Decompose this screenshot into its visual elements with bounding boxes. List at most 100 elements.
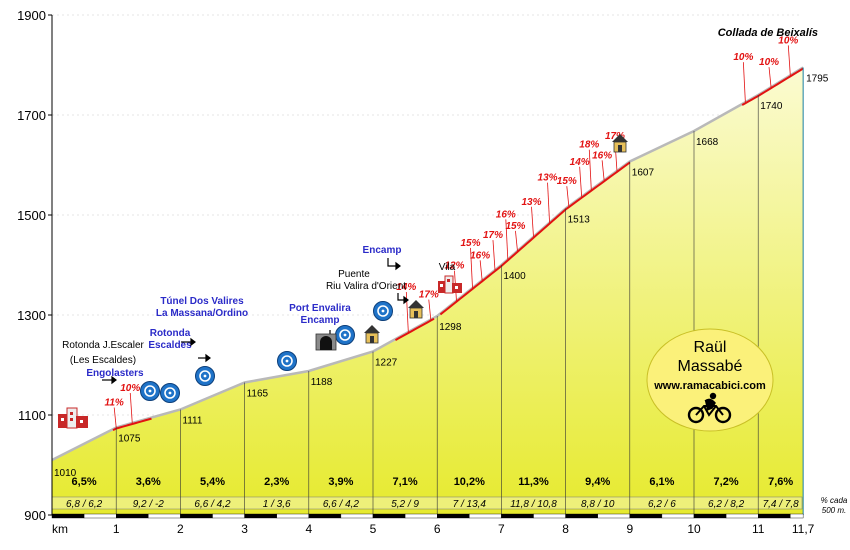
x-axis-segment — [404, 513, 438, 519]
percent-leader — [479, 260, 483, 281]
elevation-label: 1740 — [760, 101, 783, 112]
peak-percent: 14% — [570, 157, 590, 168]
annotation-port-envalira: Port Envalira Encamp — [289, 303, 351, 326]
percent-leader — [768, 67, 772, 88]
peak-percent: 15% — [461, 238, 481, 249]
elevation-label: 1188 — [311, 377, 333, 388]
cyclist-icon — [687, 392, 732, 424]
x-axis-segment — [115, 513, 149, 519]
segment-detail: 1 / 3,6 — [263, 499, 291, 510]
elevation-label: 1165 — [247, 389, 269, 400]
elevation-label: 1010 — [54, 468, 77, 479]
peak-percent: 16% — [592, 150, 612, 161]
roundabout-icon — [277, 351, 297, 371]
x-axis-segment — [180, 513, 213, 519]
detail-band-bg — [51, 496, 803, 510]
percent-leader — [405, 291, 409, 332]
segment-detail: 6,6 / 4,2 — [194, 499, 231, 510]
x-axis-segment — [83, 513, 117, 519]
peak-percent: 11% — [105, 398, 124, 409]
annotation-text: Port Envalira — [289, 303, 351, 314]
x-axis-segment — [758, 513, 791, 519]
peak-percent: 15% — [505, 221, 525, 232]
brand-name: Massabé — [678, 358, 743, 375]
annotation-encamp: Encamp — [363, 245, 402, 256]
x-tick-label: 3 — [241, 522, 248, 536]
steep-section — [394, 317, 435, 341]
elevation-label: 1075 — [118, 434, 141, 445]
x-tick-label: 6 — [434, 522, 441, 536]
detail-band — [51, 496, 803, 510]
elevation-label: 1400 — [503, 271, 526, 282]
percent-leader — [492, 240, 496, 271]
peak-percent: 10% — [733, 52, 753, 63]
brand-badge: Raül Massabé www.ramacabici.com — [646, 328, 774, 432]
peak-percents: 11%10%14%17%12%15%16%17%16%15%13%13% 15%1… — [105, 35, 798, 428]
brand-name: Raül — [694, 339, 727, 356]
x-axis-segment — [597, 513, 631, 519]
percent-leader — [566, 186, 570, 207]
segment-detail: 7,4 / 7,8 — [763, 499, 800, 510]
segment-detail: 6,6 / 4,2 — [323, 499, 360, 510]
annotation-text: Encamp — [301, 315, 340, 326]
annotation-vila: Vila — [439, 262, 456, 273]
peak-percent: 17% — [419, 290, 439, 301]
x-tick-label: km — [52, 522, 68, 536]
peak-percent: 10% — [120, 383, 140, 394]
annotation-tunel: Túnel Dos Valires La Massana/Ordino — [156, 296, 248, 319]
x-axis-segment — [533, 513, 566, 519]
elevation-label: 1607 — [632, 168, 655, 179]
peak-percent: 17% — [483, 230, 503, 241]
segment-slope: 3,9% — [328, 476, 353, 488]
segment-slope: 7,6% — [768, 476, 793, 488]
percent-leader — [470, 247, 473, 288]
percent-leader — [515, 230, 518, 251]
roundabout-icon — [195, 366, 215, 386]
km-dividers — [115, 67, 804, 515]
y-tick-label: 1900 — [17, 8, 46, 23]
arrow-right-icon — [181, 337, 196, 347]
peak-percent: 13% — [521, 197, 541, 208]
arrow-right-icon — [397, 293, 409, 305]
segment-detail: 7 / 13,4 — [453, 499, 487, 510]
annotation-text: La Massana/Ordino — [156, 308, 248, 319]
annotation-text: Riu Valira d'Orient — [326, 281, 406, 292]
roundabout-icon — [373, 301, 393, 321]
house-icon — [364, 325, 380, 344]
x-axis-segment — [340, 513, 374, 519]
percent-leader — [601, 160, 605, 181]
segment-slope: 9,4% — [585, 476, 610, 488]
x-axis-segment — [51, 513, 85, 519]
peak-percent: 17% — [605, 131, 625, 142]
elevation-label: 1795 — [806, 74, 829, 85]
x-tick-label: 8 — [562, 522, 569, 536]
x-tick-label: 11 — [752, 522, 765, 536]
segment-detail: 6,2 / 6 — [648, 499, 676, 510]
annotation-puente: Puente Riu Valira d'Orient — [326, 269, 406, 292]
segment-detail: 6,2 / 8,2 — [708, 499, 745, 510]
percent-leader — [787, 45, 791, 76]
steep-sections — [112, 67, 804, 432]
peak-percent: 12% — [444, 261, 464, 272]
annotation-text: Rotonda — [150, 328, 191, 339]
house-icon — [408, 300, 424, 319]
x-tick-label: 4 — [305, 522, 312, 536]
peak-percent: 10% — [778, 35, 798, 46]
x-axis-segment — [148, 513, 181, 519]
segment-slope: 5,4% — [200, 476, 225, 488]
percent-leader — [547, 182, 550, 223]
percent-leader — [505, 219, 509, 260]
x-axis-segment — [693, 513, 727, 519]
peak-percent: 13% — [538, 173, 558, 184]
elevation-label: 1298 — [439, 322, 462, 333]
peak-percent: 15% — [557, 176, 577, 187]
x-axis-segment — [790, 513, 804, 519]
segment-detail: 8,8 / 10 — [581, 499, 615, 510]
segment-detail: 5,2 / 9 — [391, 499, 419, 510]
elevation-area — [52, 67, 804, 515]
y-tick-label: 1100 — [18, 408, 46, 423]
y-tick-label: 900 — [24, 508, 46, 523]
steep-section — [741, 67, 804, 106]
peak-percent: 10% — [759, 57, 779, 68]
